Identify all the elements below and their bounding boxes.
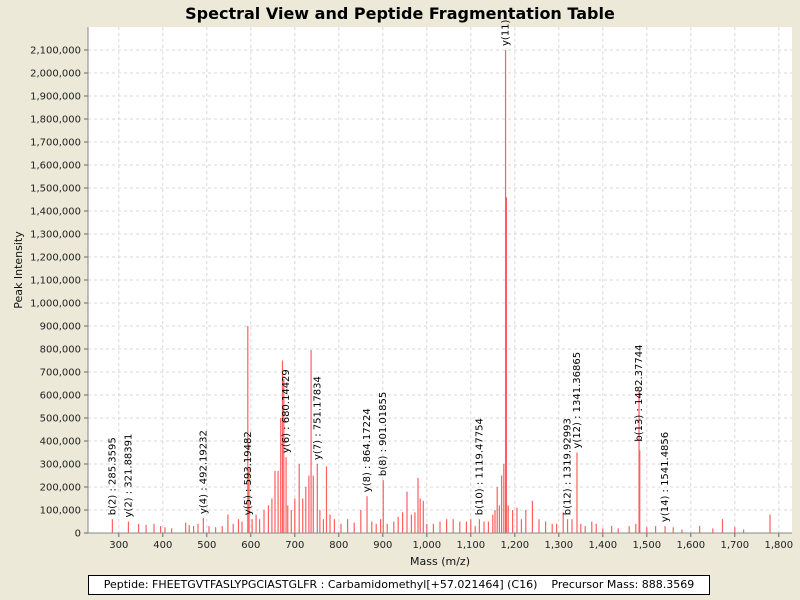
y-tick-label: 500,000 xyxy=(40,414,81,425)
chart-title: Spectral View and Peptide Fragmentation … xyxy=(185,4,615,23)
peak-annotation: b(8) : 901.01855 xyxy=(378,392,389,476)
peak-annotation: y(6) : 680.14429 xyxy=(281,369,292,453)
plot-background xyxy=(88,27,792,533)
y-axis-title: Peak Intensity xyxy=(12,231,25,309)
y-tick-label: 200,000 xyxy=(40,483,81,494)
y-tick-label: 1,400,000 xyxy=(30,207,81,218)
peak-annotation: y(11) xyxy=(501,19,512,46)
x-tick-label: 1,300 xyxy=(544,540,573,551)
x-tick-label: 1,200 xyxy=(500,540,529,551)
peptide-info-box: Peptide: FHEETGVTFASLYPGCIASTGLFR : Carb… xyxy=(88,575,710,595)
grid-lines xyxy=(88,27,792,533)
x-tick-label: 1,100 xyxy=(456,540,485,551)
y-tick-label: 600,000 xyxy=(40,391,81,402)
axes: 0 100,000 200,000 300,000 400,000 500,000 600,… xyxy=(30,27,793,551)
x-tick-label: 1,700 xyxy=(720,540,749,551)
y-tick-label: 700,000 xyxy=(40,368,81,379)
peak-annotation: y(7) : 751.17834 xyxy=(312,376,323,460)
x-tick-label: 500 xyxy=(197,540,216,551)
peak-bars xyxy=(111,50,771,533)
x-tick-label: 1,000 xyxy=(412,540,441,551)
y-tick-label: 2,100,000 xyxy=(30,46,81,57)
x-tick-label: 600 xyxy=(241,540,260,551)
y-tick-label: 0 xyxy=(75,529,81,540)
y-tick-label: 900,000 xyxy=(40,322,81,333)
y-tick-label: 1,500,000 xyxy=(30,184,81,195)
peak-annotations: b(2) : 285.3595 y(2) : 321.88391 y(4) : 49… xyxy=(107,19,671,522)
y-tick-label: 1,800,000 xyxy=(30,115,81,126)
x-tick-label: 1,500 xyxy=(632,540,661,551)
peak-annotation: b(13) : 1482.37744 xyxy=(634,345,645,442)
peptide-sequence: Peptide: FHEETGVTFASLYPGCIASTGLFR : Carb… xyxy=(103,578,538,591)
y-tick-label: 400,000 xyxy=(40,437,81,448)
precursor-mass: Precursor Mass: 888.3569 xyxy=(551,578,695,591)
peak-annotation: b(12) : 1319.92993 xyxy=(563,418,574,515)
y-tick-label: 100,000 xyxy=(40,506,81,517)
peak-annotation: y(5) : 593.19482 xyxy=(243,431,254,515)
peak-annotation: y(14) : 1541.4856 xyxy=(660,432,671,522)
y-tick-label: 1,600,000 xyxy=(30,161,81,172)
x-tick-label: 800 xyxy=(329,540,348,551)
x-tick-label: 900 xyxy=(373,540,392,551)
x-tick-label: 1,400 xyxy=(588,540,617,551)
peak-annotation: b(2) : 285.3595 xyxy=(107,437,118,515)
y-tick-label: 1,700,000 xyxy=(30,138,81,149)
peak-annotation: y(8) : 864.17224 xyxy=(362,408,373,492)
y-tick-label: 1,000,000 xyxy=(30,299,81,310)
y-tick-label: 1,900,000 xyxy=(30,92,81,103)
y-tick-label: 300,000 xyxy=(40,460,81,471)
x-tick-label: 300 xyxy=(109,540,128,551)
peak-annotation: y(2) : 321.88391 xyxy=(123,434,134,518)
y-tick-label: 800,000 xyxy=(40,345,81,356)
x-tick-label: 1,600 xyxy=(676,540,705,551)
peak-annotation: b(10) : 1119.47754 xyxy=(474,418,485,515)
y-tick-label: 1,300,000 xyxy=(30,230,81,241)
x-axis-title: Mass (m/z) xyxy=(410,555,470,568)
y-tick-label: 1,200,000 xyxy=(30,253,81,264)
peak-annotation: y(4) : 492.19232 xyxy=(198,430,209,514)
peak-annotation: y(12) : 1341.36865 xyxy=(572,352,583,449)
x-tick-label: 400 xyxy=(153,540,172,551)
x-tick-label: 1,800 xyxy=(764,540,793,551)
y-tick-label: 2,000,000 xyxy=(30,69,81,80)
x-tick-label: 700 xyxy=(285,540,304,551)
y-tick-label: 1,100,000 xyxy=(30,276,81,287)
